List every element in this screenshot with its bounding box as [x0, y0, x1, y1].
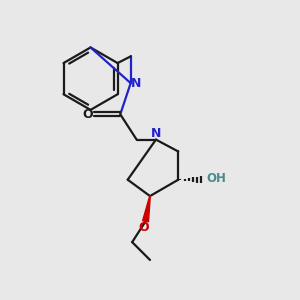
Polygon shape — [142, 196, 150, 222]
Text: N: N — [151, 127, 161, 140]
Text: O: O — [139, 221, 149, 234]
Text: OH: OH — [206, 172, 226, 185]
Text: O: O — [83, 108, 94, 121]
Text: N: N — [131, 76, 141, 90]
